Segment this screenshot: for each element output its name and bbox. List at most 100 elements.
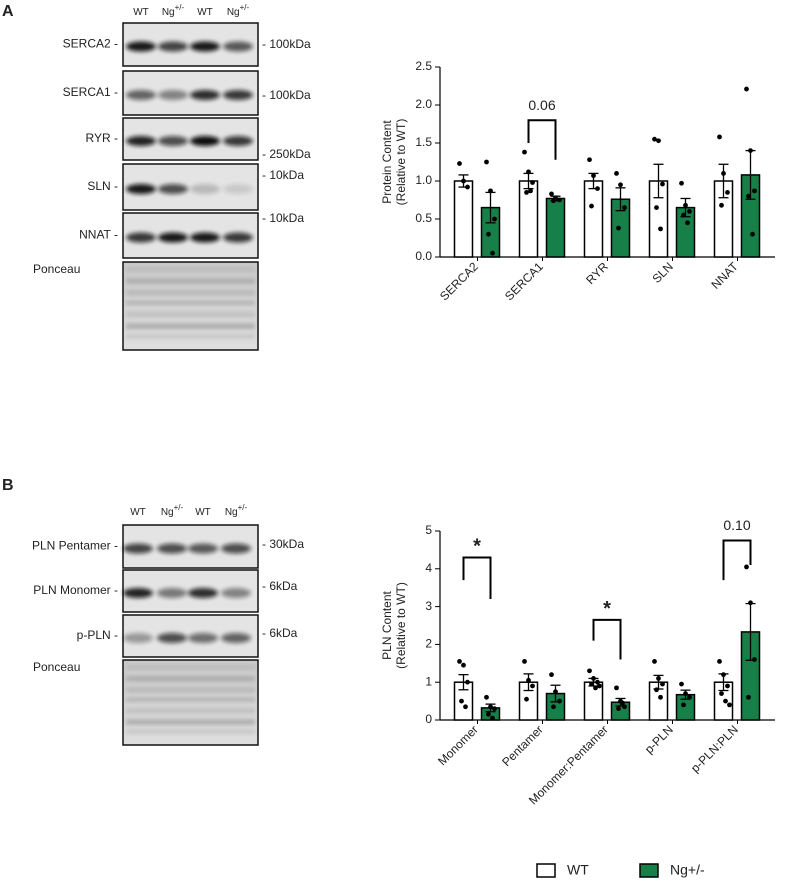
y-axis-title: Protein Content [380,120,394,204]
data-point [457,161,462,166]
significance-bracket [722,539,752,581]
data-point [652,136,657,142]
y-tick-label: 2.0 [415,97,432,111]
band [126,136,156,146]
ponceau-stripe [126,698,255,702]
data-point [622,704,627,710]
band [188,633,218,643]
x-tick-label: SERCA2 [437,259,481,303]
x-tick-label: Pentamer [499,722,546,769]
error-bar [458,673,469,691]
y-tick-label: 2 [425,637,432,651]
band [126,90,156,100]
annotation: 0.10 [723,517,750,533]
lane-label: Ng+/- [227,3,250,18]
data-point [681,702,686,708]
ponceau-stripe [126,687,255,693]
data-point [488,704,493,710]
data-point [553,689,558,695]
y-tick-label: 1.5 [415,135,432,149]
data-point [551,198,556,204]
y-tick-label: 0.0 [415,249,432,263]
data-point [725,683,730,689]
data-point [557,698,562,704]
band [223,232,253,243]
row-label: NNAT - [79,228,118,242]
annotation: * [603,598,611,620]
data-point [727,702,732,708]
error-bar [615,187,626,212]
data-point [660,681,665,687]
band [123,633,153,643]
data-point [530,683,535,689]
legend-swatch [536,863,556,878]
ponceau-stripe [126,708,255,713]
data-point [721,672,726,678]
ponceau-stripe [126,666,255,669]
data-point [750,231,755,237]
data-point [490,715,495,721]
row-label: SLN - [87,179,118,193]
data-point [622,205,627,211]
data-point [551,704,556,710]
band [126,184,156,194]
data-point [681,212,686,218]
data-point [685,220,690,226]
data-point [660,181,665,187]
x-tick-label: RYR [583,259,611,287]
error-bar [718,163,729,199]
lane-superscript: +/- [240,3,250,12]
data-point [725,190,730,195]
row-label: p-PLN - [77,628,118,642]
row-label: SERCA2 - [63,37,118,51]
y-tick-label: 5 [425,523,432,537]
data-point [654,687,659,693]
data-point [721,171,726,176]
data-point [492,216,497,222]
data-point [587,668,592,674]
data-point [587,157,592,163]
legend-label: Ng+/- [670,862,705,878]
band [190,184,220,194]
y-tick-label: 2.5 [415,59,432,73]
data-point [591,676,596,681]
significance-bracket [592,618,622,660]
lane-label-text: Ng [227,7,240,18]
data-point [746,193,751,199]
data-point [461,662,466,668]
band [190,136,220,146]
lane-label: WT [195,507,211,518]
data-point [658,226,663,232]
lane-label-text: WT [133,7,149,18]
ponceau-stripe [126,730,255,734]
x-tick-label: p-PLN [642,722,676,756]
marker-label: - 100kDa [262,88,311,102]
x-tick-label: SLN [649,259,675,285]
data-point [679,180,684,186]
data-point [679,681,684,687]
y-axis-title: PLN Content [380,590,394,659]
panel-letter: A [2,3,14,20]
band [123,543,153,554]
lane-label-text: Ng [225,507,238,518]
band [190,232,220,243]
band [190,41,220,52]
data-point [589,203,594,209]
data-point [717,134,722,140]
data-point [683,691,688,696]
data-point [746,694,751,700]
data-point [524,696,529,702]
data-point [549,672,554,678]
y-tick-label: 4 [425,561,432,575]
data-point [457,659,462,664]
band [188,588,218,598]
row-label: PLN Pentamer - [32,539,118,553]
marker-label: - 6kDa [262,626,298,640]
annotation: 0.06 [528,97,555,113]
bar [545,197,566,258]
ponceau-stripe [126,312,255,317]
data-point [528,188,533,194]
data-point [620,700,625,706]
data-point [656,138,661,144]
row-label: Ponceau [33,660,80,674]
